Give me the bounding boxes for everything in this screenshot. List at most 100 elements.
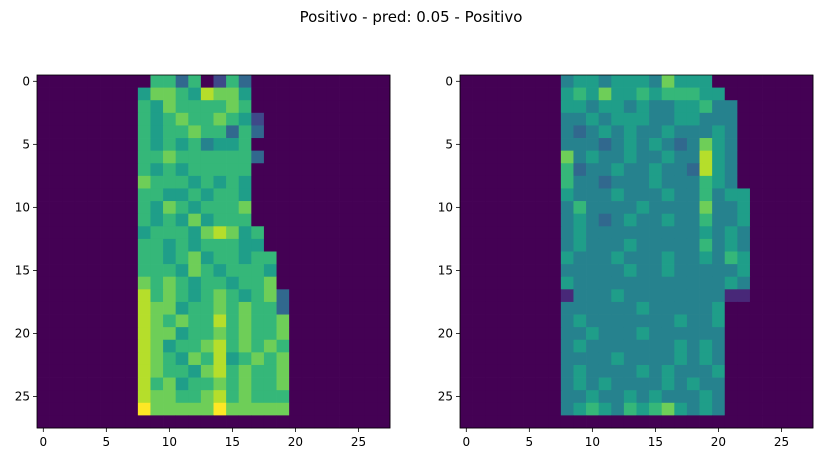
heatmap-cell bbox=[649, 301, 663, 315]
heatmap-cell bbox=[573, 339, 587, 353]
y-tick-label: 5 bbox=[445, 137, 453, 151]
heatmap-cell bbox=[762, 364, 776, 378]
heatmap-cell bbox=[497, 276, 511, 290]
heatmap-cell bbox=[137, 276, 151, 290]
heatmap-cell bbox=[352, 175, 366, 189]
heatmap-cell bbox=[611, 276, 625, 290]
heatmap-cell bbox=[800, 327, 814, 341]
heatmap-cell bbox=[263, 289, 277, 303]
heatmap-cell bbox=[749, 415, 763, 429]
heatmap-cell bbox=[163, 75, 177, 88]
heatmap-cell bbox=[163, 150, 177, 164]
heatmap-cell bbox=[523, 125, 536, 139]
heatmap-cell bbox=[188, 289, 202, 303]
heatmap-cell bbox=[573, 150, 587, 164]
heatmap-cell bbox=[636, 213, 650, 227]
heatmap-cell bbox=[775, 163, 789, 177]
heatmap-cell bbox=[62, 100, 76, 114]
heatmap-cell bbox=[87, 163, 101, 177]
heatmap-cell bbox=[100, 301, 113, 315]
heatmap-cell bbox=[37, 314, 50, 328]
heatmap-cell bbox=[137, 390, 151, 404]
heatmap-cell bbox=[238, 238, 252, 252]
heatmap-cell bbox=[314, 264, 328, 278]
heatmap-cell bbox=[598, 188, 612, 202]
heatmap-cell bbox=[150, 188, 164, 202]
heatmap-cell bbox=[472, 138, 486, 151]
heatmap-cell bbox=[497, 75, 511, 88]
heatmap-cell bbox=[364, 289, 378, 303]
heatmap-cell bbox=[586, 339, 600, 353]
heatmap-cell bbox=[712, 251, 726, 265]
heatmap-cell bbox=[112, 87, 126, 101]
heatmap-cell bbox=[87, 100, 101, 114]
heatmap-cell bbox=[200, 138, 214, 151]
heatmap-cell bbox=[686, 138, 700, 151]
heatmap-cell bbox=[762, 264, 776, 278]
heatmap-cell bbox=[787, 201, 801, 215]
heatmap-cell bbox=[314, 238, 328, 252]
heatmap-cell bbox=[137, 125, 151, 139]
heatmap-cell bbox=[724, 364, 738, 378]
heatmap-cell bbox=[787, 226, 801, 240]
heatmap-cell bbox=[213, 289, 227, 303]
heatmap-cell bbox=[339, 213, 353, 227]
heatmap-cell bbox=[263, 112, 277, 126]
heatmap-cell bbox=[238, 87, 252, 101]
heatmap-cell bbox=[649, 138, 663, 151]
heatmap-cell bbox=[787, 75, 801, 88]
heatmap-cell bbox=[226, 415, 240, 429]
heatmap-cell bbox=[712, 402, 726, 416]
heatmap-cell bbox=[573, 301, 587, 315]
heatmap-cell bbox=[150, 276, 164, 290]
heatmap-cell bbox=[712, 150, 726, 164]
heatmap-cell bbox=[699, 377, 713, 391]
heatmap-cell bbox=[289, 390, 303, 404]
heatmap-cell bbox=[712, 188, 726, 202]
heatmap-cell bbox=[188, 364, 202, 378]
heatmap-cell bbox=[188, 327, 202, 341]
heatmap-cell bbox=[535, 112, 549, 126]
heatmap-cell bbox=[289, 238, 303, 252]
heatmap-cell bbox=[724, 175, 738, 189]
heatmap-cell bbox=[586, 314, 600, 328]
heatmap-cell bbox=[213, 100, 227, 114]
heatmap-cell bbox=[674, 327, 688, 341]
figure-title: Positivo - pred: 0.05 - Positivo bbox=[299, 8, 523, 26]
heatmap-cell bbox=[485, 264, 499, 278]
heatmap-cell bbox=[263, 264, 277, 278]
heatmap-cell bbox=[276, 390, 290, 404]
heatmap-cell bbox=[775, 188, 789, 202]
heatmap-cell bbox=[62, 390, 76, 404]
heatmap-cell bbox=[661, 175, 675, 189]
heatmap-cell bbox=[213, 415, 227, 429]
heatmap-cell bbox=[377, 415, 391, 429]
heatmap-cell bbox=[460, 125, 473, 139]
heatmap-cell bbox=[787, 276, 801, 290]
heatmap-cell bbox=[775, 301, 789, 315]
heatmap-cell bbox=[326, 276, 340, 290]
heatmap-cell bbox=[314, 352, 328, 366]
heatmap-cell bbox=[712, 125, 726, 139]
heatmap-cell bbox=[137, 138, 151, 151]
heatmap-cell bbox=[251, 75, 265, 88]
heatmap-cell bbox=[364, 188, 378, 202]
heatmap-cell bbox=[238, 289, 252, 303]
x-tick-label: 25 bbox=[351, 435, 366, 449]
heatmap-cell bbox=[775, 251, 789, 265]
heatmap-cell bbox=[251, 150, 265, 164]
heatmap-cell bbox=[125, 264, 139, 278]
heatmap-cell bbox=[674, 301, 688, 315]
heatmap-cell bbox=[137, 327, 151, 341]
heatmap-cell bbox=[573, 201, 587, 215]
heatmap-cell bbox=[699, 238, 713, 252]
heatmap-cell bbox=[611, 238, 625, 252]
heatmap-cell bbox=[251, 415, 265, 429]
heatmap-cell bbox=[49, 163, 63, 177]
heatmap-cell bbox=[548, 352, 562, 366]
heatmap-cell bbox=[787, 112, 801, 126]
heatmap-cell bbox=[623, 112, 637, 126]
heatmap-cell bbox=[289, 75, 303, 88]
heatmap-cell bbox=[150, 301, 164, 315]
heatmap-cell bbox=[460, 201, 473, 215]
